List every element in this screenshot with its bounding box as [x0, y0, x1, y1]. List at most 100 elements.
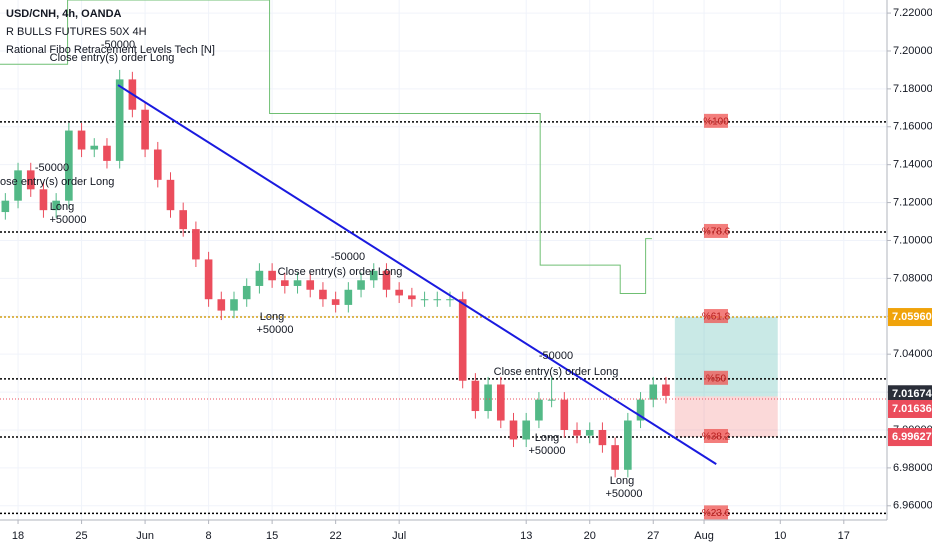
trade-annotation: Long: [610, 475, 634, 487]
trade-annotation: Close entry(s) order Long: [50, 52, 175, 64]
candle-body: [26, 170, 35, 190]
y-tick-label: 7.18000: [893, 83, 932, 95]
candle-body: [357, 280, 365, 290]
y-tick-label: 7.16000: [893, 121, 932, 133]
x-tick-label: 22: [330, 530, 342, 542]
candle-body: [293, 280, 302, 286]
candle-body: [268, 270, 276, 281]
candle-body: [230, 299, 238, 311]
candle-body: [166, 179, 175, 211]
trade-annotation: Long: [50, 201, 74, 213]
candle-body: [39, 189, 48, 211]
candle-body: [192, 229, 200, 260]
candle-body: [662, 384, 670, 396]
candle-body: [598, 429, 607, 446]
trade-annotation: +50000: [528, 445, 565, 457]
candle-body: [446, 299, 454, 301]
candle-body: [65, 130, 73, 201]
candle-body: [471, 380, 480, 412]
x-tick-label: 27: [647, 530, 659, 542]
trade-annotation: Close entry(s) order Long: [494, 366, 619, 378]
candle-body: [319, 289, 327, 300]
candle-body: [636, 399, 645, 421]
candle-body: [204, 259, 213, 300]
x-tick-label: 25: [75, 530, 87, 542]
trade-annotation: +50000: [49, 214, 86, 226]
fib-label-bg: [704, 428, 728, 443]
x-tick-label: 13: [520, 530, 532, 542]
fib-label-bg: [704, 505, 728, 520]
price-label: 7.05960: [892, 311, 932, 323]
candle-body: [281, 280, 289, 286]
trade-annotation: -50000: [101, 39, 135, 51]
x-tick-label: 8: [206, 530, 212, 542]
candle-body: [179, 210, 188, 230]
price-label-bg: [888, 399, 932, 418]
fib-label: %23.6: [702, 508, 731, 519]
candle-body: [433, 299, 442, 301]
fib-label: %50: [706, 373, 726, 384]
x-tick-label: 10: [774, 530, 786, 542]
candle-body: [242, 285, 251, 300]
fib-label: %78.6: [702, 227, 731, 238]
indicator-title: R BULLS FUTURES 50X 4H: [6, 26, 147, 38]
fib-label-bg: [704, 223, 728, 238]
trade-annotation: +50000: [605, 488, 642, 500]
candle-body: [255, 270, 264, 286]
candle-body: [585, 429, 594, 436]
candle-body: [573, 429, 581, 436]
candle-body: [306, 280, 315, 290]
price-label: 6.99627: [892, 431, 932, 443]
candle-body: [496, 384, 505, 421]
fib-label-bg: [704, 309, 728, 324]
candle-body: [420, 299, 429, 301]
candle-body: [382, 270, 391, 290]
y-tick-label: 6.98000: [893, 462, 932, 474]
candle-body: [395, 289, 403, 296]
y-tick-label: 7.08000: [893, 272, 932, 284]
indicator-title: Rational Fibo Retracement Levels Tech [N…: [6, 44, 215, 56]
trade-annotation: -50000: [539, 350, 573, 362]
fib-label-bg: [704, 113, 728, 128]
trade-annotation: +50000: [256, 324, 293, 336]
fib-label-bg: [704, 370, 728, 385]
chart-title: USD/CNH, 4h, OANDA: [6, 8, 122, 20]
y-tick-label: 7.12000: [893, 196, 932, 208]
y-tick-label: 7.04000: [893, 348, 932, 360]
trade-annotation: Long: [535, 432, 559, 444]
candle-body: [408, 295, 416, 300]
x-tick-label: 18: [12, 530, 24, 542]
candle-body: [217, 299, 226, 311]
candle-body: [153, 149, 162, 180]
trade-annotation: -50000: [35, 162, 69, 174]
price-label-bg: [888, 385, 932, 404]
fib-label: %100: [703, 116, 729, 127]
candle-body: [611, 445, 619, 470]
candle-body: [1, 200, 10, 213]
candle-body: [624, 420, 632, 470]
candle-body: [90, 145, 99, 150]
price-label: 7.01636: [892, 403, 932, 415]
candle-body: [14, 170, 22, 201]
candle-body: [458, 299, 467, 381]
trade-annotation: -50000: [331, 251, 365, 263]
indicator-line: [0, 0, 652, 295]
candle-body: [522, 420, 531, 440]
candle-body: [344, 289, 353, 305]
candle-body: [509, 420, 518, 440]
trade-annotation: Close entry(s) order Long: [278, 266, 403, 278]
candle-body: [369, 270, 378, 281]
fib-label: %38.2: [702, 432, 731, 443]
x-tick-label: Aug: [694, 530, 714, 542]
candle-body: [535, 399, 543, 421]
x-tick-label: Jul: [392, 530, 406, 542]
trade-annotation: Long: [260, 311, 284, 323]
candle-body: [331, 299, 340, 305]
x-tick-label: 15: [266, 530, 278, 542]
candle-body: [103, 145, 111, 161]
x-tick-label: 20: [584, 530, 596, 542]
price-label-bg: [888, 428, 932, 447]
candle-body: [649, 384, 658, 400]
x-tick-label: Jun: [136, 530, 154, 542]
